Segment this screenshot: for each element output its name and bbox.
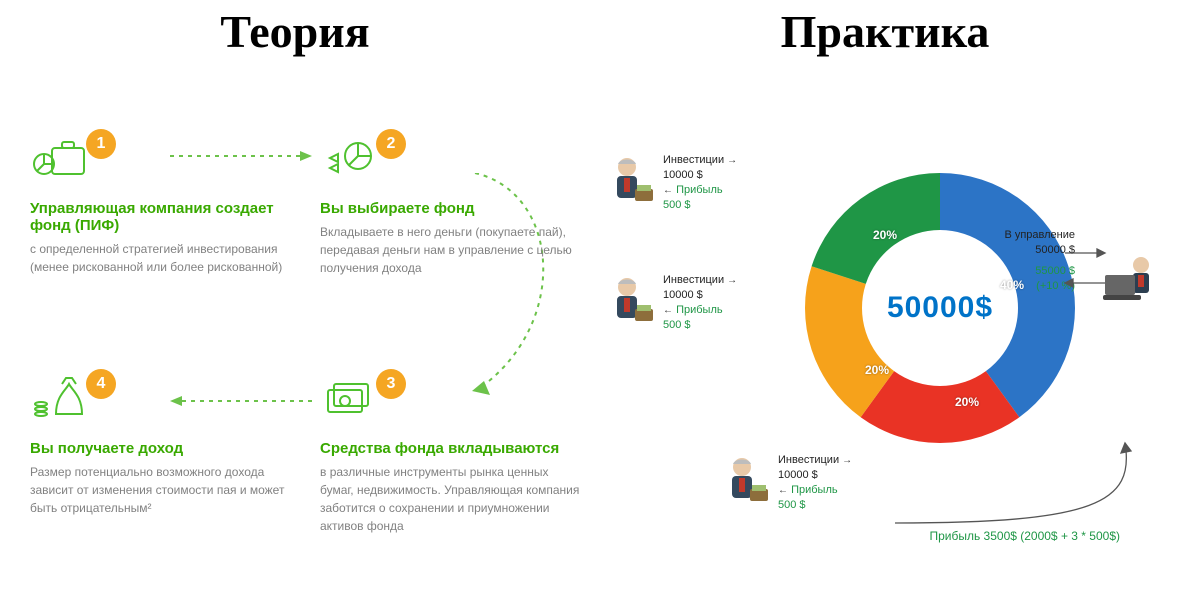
theory-flowchart: 1 Управляющая компания создает фонд (ПИФ… (0, 58, 590, 598)
segment-label: 20% (955, 395, 979, 409)
profit-label: Прибыль (791, 484, 838, 496)
briefcase-pie-icon (30, 133, 90, 183)
step-desc: Вкладываете в него деньги (покупаете пай… (320, 223, 580, 277)
step-badge: 4 (86, 369, 116, 399)
return-pct: (+10 %) (955, 279, 1075, 294)
step-title: Управляющая компания создает фонд (ПИФ) (30, 200, 290, 234)
money-bills-icon (320, 373, 380, 423)
investor-block-3: Инвестиции → 10000 $ ← Прибыль 500 $ (720, 453, 900, 512)
investor-block-1: Инвестиции → 10000 $ ← Прибыль 500 $ (605, 153, 785, 212)
step-badge: 2 (376, 129, 406, 159)
theory-step-3: 3 Средства фонда вкладываются в различны… (320, 368, 580, 535)
return-value: 55000 $ (955, 264, 1075, 279)
money-bag-icon (30, 373, 90, 423)
step-desc: Размер потенциально возможного дохода за… (30, 463, 290, 517)
invest-label: Инвестиции (663, 274, 724, 286)
invest-label: Инвестиции (663, 154, 724, 166)
select-pie-icon (320, 133, 380, 183)
profit-summary: Прибыль 3500$ (2000$ + 3 * 500$) (929, 529, 1120, 543)
practice-title: Практика (590, 5, 1180, 58)
theory-column: Теория 1 Управляющая компания создает (0, 0, 590, 600)
connector-bottom (885, 443, 1135, 543)
profit-label: Прибыль (676, 184, 723, 196)
practice-diagram: 50000$ 40% 20% 20% 20% Инвестиции → 1000… (590, 58, 1180, 598)
theory-title: Теория (0, 5, 590, 58)
manage-label: В управление (955, 228, 1075, 243)
step-badge: 1 (86, 129, 116, 159)
connector-donut-manager (1065, 243, 1105, 303)
investor-icon (720, 453, 772, 505)
segment-label: 20% (865, 363, 889, 377)
practice-column: Практика 50000$ 40% 20% 20% 20% Инвестиц… (590, 0, 1180, 600)
theory-step-4: 4 Вы получаете доход Размер потенциально… (30, 368, 290, 517)
investor-block-2: Инвестиции → 10000 $ ← Прибыль 500 $ (605, 273, 785, 332)
investor-icon (605, 273, 657, 325)
segment-label: 20% (873, 228, 897, 242)
donut-center-value: 50000$ (805, 173, 1075, 443)
step-desc: в различные инструменты рынка ценных бум… (320, 463, 580, 535)
step-title: Вы получаете доход (30, 440, 290, 457)
manage-value: 50000 $ (955, 243, 1075, 258)
step-title: Вы выбираете фонд (320, 200, 580, 217)
investor-icon (605, 153, 657, 205)
theory-step-1: 1 Управляющая компания создает фонд (ПИФ… (30, 128, 290, 276)
profit-label: Прибыль (676, 304, 723, 316)
donut-chart: 50000$ 40% 20% 20% 20% (805, 173, 1075, 443)
step-desc: с определенной стратегией инвестирования… (30, 240, 290, 276)
step-badge: 3 (376, 369, 406, 399)
invest-label: Инвестиции (778, 454, 839, 466)
step-title: Средства фонда вкладываются (320, 440, 580, 457)
manager-laptop-icon (1101, 253, 1159, 311)
theory-step-2: 2 Вы выбираете фонд Вкладываете в него д… (320, 128, 580, 277)
